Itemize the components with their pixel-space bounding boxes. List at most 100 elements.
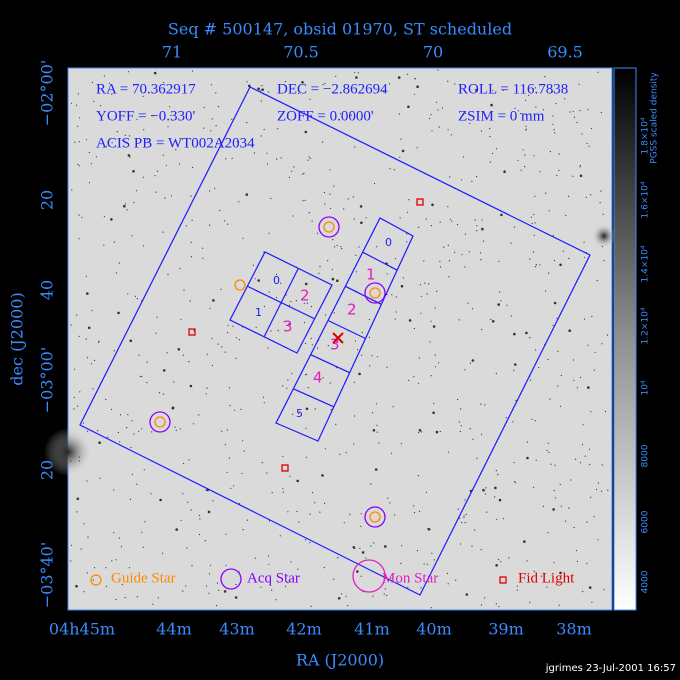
field-star xyxy=(129,339,133,343)
field-star xyxy=(303,302,305,304)
field-star xyxy=(353,381,355,383)
field-star xyxy=(375,403,378,405)
field-star xyxy=(198,514,200,517)
field-star xyxy=(254,557,256,559)
field-star xyxy=(157,597,159,599)
field-star xyxy=(552,123,554,125)
field-star xyxy=(591,601,593,603)
field-star xyxy=(331,268,333,270)
field-star xyxy=(533,155,535,157)
field-star xyxy=(255,326,257,328)
field-star xyxy=(582,591,584,593)
chip-label: 2 xyxy=(347,301,357,319)
field-star xyxy=(430,320,432,322)
field-star xyxy=(489,161,491,163)
field-star xyxy=(469,428,471,430)
field-star xyxy=(83,422,85,424)
field-star xyxy=(170,195,172,197)
field-star xyxy=(572,359,575,361)
field-star xyxy=(276,158,278,160)
field-star xyxy=(319,266,321,268)
field-star xyxy=(105,567,107,569)
field-star xyxy=(136,483,138,485)
field-star xyxy=(495,148,497,150)
field-star xyxy=(167,273,169,276)
field-star xyxy=(481,227,484,231)
field-star xyxy=(535,264,537,266)
field-star xyxy=(352,196,354,198)
field-star xyxy=(485,487,487,489)
field-star xyxy=(394,318,396,320)
field-star xyxy=(77,125,79,127)
field-star xyxy=(461,254,463,256)
field-star xyxy=(406,241,408,243)
field-star xyxy=(595,488,598,491)
field-star xyxy=(491,152,494,154)
field-star xyxy=(454,83,456,85)
field-star xyxy=(588,448,591,450)
field-star xyxy=(111,93,113,95)
field-star xyxy=(601,343,603,345)
field-star xyxy=(480,259,482,261)
field-star xyxy=(286,387,288,389)
field-star xyxy=(376,246,378,248)
field-star xyxy=(110,218,113,221)
field-star xyxy=(163,81,165,84)
field-star xyxy=(568,257,570,260)
field-star xyxy=(100,104,102,107)
field-star xyxy=(390,577,392,579)
field-star xyxy=(129,498,131,500)
guide-star xyxy=(323,221,335,233)
field-star xyxy=(275,273,278,275)
field-star xyxy=(476,176,478,178)
field-star xyxy=(183,462,185,465)
field-star xyxy=(573,527,575,529)
field-star xyxy=(111,560,113,562)
field-star xyxy=(203,106,205,109)
field-star xyxy=(305,373,307,375)
field-star xyxy=(575,458,577,460)
field-star xyxy=(499,291,501,293)
field-star xyxy=(207,510,211,514)
field-star xyxy=(266,152,268,154)
field-star xyxy=(224,351,226,353)
field-star xyxy=(115,559,117,561)
field-star xyxy=(210,84,213,86)
field-star xyxy=(484,404,486,406)
field-star xyxy=(216,142,218,144)
field-star xyxy=(497,303,501,306)
field-star xyxy=(180,318,182,320)
field-star xyxy=(476,457,478,459)
field-star xyxy=(494,486,497,490)
field-star xyxy=(246,519,248,521)
info-yoff: YOFF = −0.330' xyxy=(96,108,196,124)
field-star xyxy=(282,455,284,457)
field-star xyxy=(322,84,324,86)
field-star xyxy=(142,95,144,97)
field-star xyxy=(337,597,341,600)
field-star xyxy=(383,593,385,595)
field-star xyxy=(579,110,581,112)
field-star xyxy=(547,359,549,361)
field-star xyxy=(406,211,409,213)
field-star xyxy=(553,490,555,492)
field-star xyxy=(182,493,184,495)
field-star xyxy=(186,547,188,549)
field-star xyxy=(239,503,241,505)
field-star xyxy=(447,583,449,585)
field-star xyxy=(77,93,79,95)
field-star xyxy=(310,605,312,608)
field-star xyxy=(437,109,439,111)
field-star xyxy=(369,365,371,367)
field-star xyxy=(132,170,135,173)
field-star xyxy=(88,182,91,184)
info-roll: ROLL = 116.7838 xyxy=(458,81,568,97)
field-star xyxy=(263,305,265,308)
field-star xyxy=(235,357,237,359)
chip-label: 0 xyxy=(273,274,280,287)
field-star xyxy=(242,529,244,531)
field-star xyxy=(406,73,409,75)
field-star xyxy=(309,513,311,515)
field-star xyxy=(460,425,462,427)
field-star xyxy=(474,529,476,531)
